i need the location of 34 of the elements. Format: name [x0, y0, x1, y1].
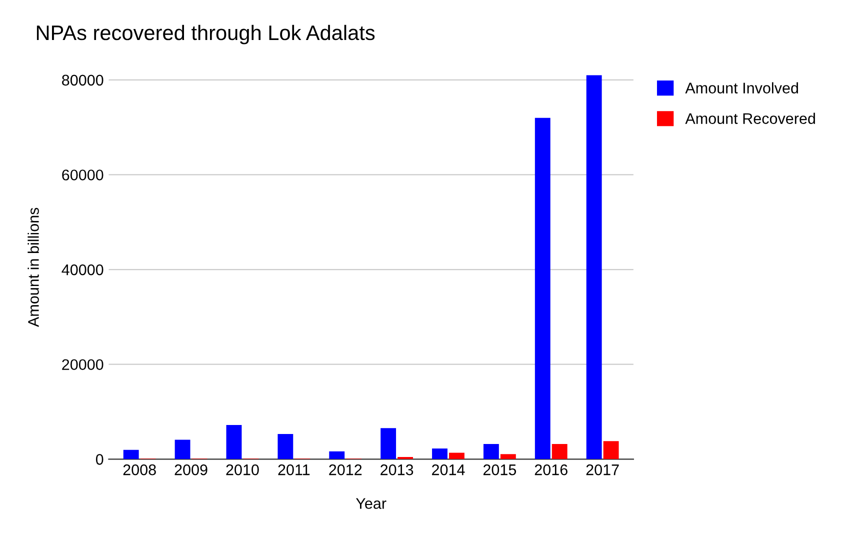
- bar: [552, 444, 568, 460]
- x-axis-title: Year: [356, 498, 386, 509]
- legend-label: Amount Involved: [685, 82, 798, 94]
- chart-title: NPAs recovered through Lok Adalats: [36, 24, 375, 44]
- bar: [174, 440, 190, 460]
- x-tick-label: 2015: [483, 464, 516, 476]
- legend-label: Amount Recovered: [685, 112, 815, 124]
- bar: [586, 75, 602, 460]
- bar: [278, 434, 294, 460]
- bar: [603, 441, 619, 460]
- bar: [483, 444, 499, 460]
- y-tick-label: 0: [96, 454, 104, 465]
- x-tick-label: 2008: [123, 464, 156, 476]
- y-tick-label: 80000: [62, 74, 104, 86]
- bar: [534, 118, 550, 460]
- x-tick-label: 2013: [380, 464, 414, 476]
- x-tick-label: 2011: [278, 464, 310, 476]
- bar: [123, 450, 139, 460]
- y-tick-label: 20000: [62, 359, 104, 370]
- bar: [432, 448, 448, 460]
- bar: [226, 425, 242, 460]
- x-tick-label: 2012: [329, 464, 362, 476]
- x-tick-label: 2017: [586, 464, 619, 476]
- bar: [449, 452, 464, 460]
- bar: [329, 451, 345, 460]
- bar: [380, 428, 396, 460]
- x-tick-label: 2016: [534, 464, 568, 476]
- y-tick-label: 60000: [62, 170, 104, 180]
- x-tick-label: 2010: [226, 464, 259, 476]
- y-axis-title: Amount in billions: [28, 208, 39, 327]
- bar: [500, 454, 516, 460]
- x-tick-label: 2009: [174, 464, 208, 476]
- y-tick-label: 40000: [62, 264, 104, 276]
- x-tick-label: 2014: [432, 464, 465, 476]
